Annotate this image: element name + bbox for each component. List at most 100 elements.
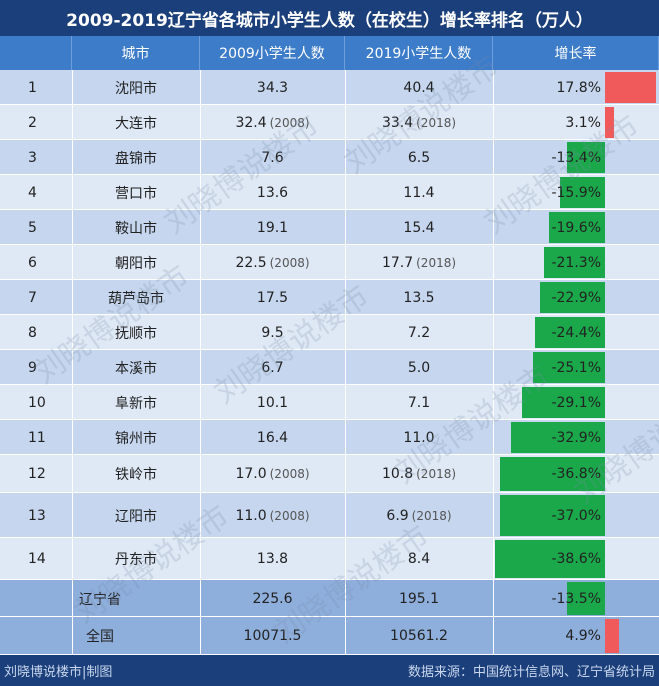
growth-bar: [539, 282, 605, 313]
value-cell: 195.1: [345, 580, 493, 617]
value-cell: 40.4: [345, 70, 493, 105]
column-line: [493, 70, 494, 655]
city: 朝阳市: [115, 255, 157, 272]
growth-bar: [544, 247, 605, 278]
value-cell: 32.4 (2008): [200, 105, 345, 140]
footer-bar: [0, 655, 659, 686]
value: 15.4: [403, 219, 435, 236]
city: 盘锦市: [115, 150, 157, 167]
value: 7.1: [407, 394, 431, 411]
growth-label: -21.3%: [551, 254, 601, 271]
header-cell: 2009小学生人数: [200, 36, 345, 70]
header-cell: 城市: [72, 36, 200, 70]
growth-bar: [500, 457, 605, 491]
value: 16.4: [256, 429, 289, 446]
growth-label: -19.6%: [551, 219, 601, 236]
value: 32.4: [235, 114, 267, 131]
growth-bar: [494, 540, 605, 578]
value-cell: 15.4: [345, 210, 493, 245]
value-cell: 11.0: [345, 420, 493, 455]
value: 13.8: [256, 551, 289, 567]
value: 17.0: [235, 466, 267, 482]
rank: 5: [28, 219, 37, 236]
growth-label: -32.9%: [551, 429, 601, 446]
city: 营口市: [115, 185, 157, 202]
growth-label: -24.4%: [551, 324, 601, 341]
table-row: [0, 617, 659, 655]
growth-label: 3.1%: [565, 114, 601, 131]
value-cell: 16.4: [200, 420, 345, 455]
year-note: (2008): [269, 508, 310, 523]
value-cell: 10.8 (2018): [345, 455, 493, 493]
value-cell: 9.5: [200, 315, 345, 350]
column-line: [72, 70, 73, 655]
column-line: [345, 70, 346, 655]
value-cell: 10561.2: [345, 617, 493, 655]
header-cell: 2019小学生人数: [345, 36, 493, 70]
value: 11.0: [235, 507, 267, 524]
value: 6.9: [386, 507, 409, 524]
rank: 9: [28, 359, 37, 376]
growth-bar: [549, 212, 605, 243]
rank: 7: [28, 289, 37, 306]
value: 10.1: [256, 394, 289, 411]
rank: 1: [28, 79, 37, 96]
value: 17.5: [256, 289, 289, 306]
city: 锦州市: [115, 430, 157, 447]
value-cell: 5.0: [345, 350, 493, 385]
value: 195.1: [398, 590, 440, 607]
value-cell: 11.0 (2008): [200, 493, 345, 538]
row-label: 辽宁省: [79, 591, 121, 608]
growth-bar: [511, 422, 605, 453]
value: 11.0: [403, 429, 435, 446]
rank: 4: [28, 184, 37, 201]
value-cell: 6.9 (2018): [345, 493, 493, 538]
value-cell: 13.8: [200, 538, 345, 580]
value: 13.5: [403, 289, 435, 306]
growth-bar: [566, 142, 605, 173]
city: 阜新市: [115, 395, 157, 412]
value: 13.6: [256, 184, 289, 201]
table-row: [0, 70, 659, 105]
value: 10.8: [381, 466, 414, 482]
title: 2009-2019辽宁省各城市小学生人数（在校生）增长率排名（万人）: [0, 0, 659, 36]
city: 大连市: [115, 115, 157, 132]
city: 辽阳市: [115, 508, 157, 525]
value-cell: 7.1: [345, 385, 493, 420]
rank: 2: [28, 114, 37, 131]
value-cell: 7.6: [200, 140, 345, 175]
city: 抚顺市: [115, 325, 157, 342]
growth-label: -36.8%: [551, 466, 601, 482]
year-note: (2008): [269, 467, 310, 481]
value: 10561.2: [390, 628, 448, 644]
rank: 6: [28, 254, 37, 271]
footer-left: 刘晓博说楼市|制图: [4, 665, 113, 680]
value: 225.6: [252, 590, 293, 607]
value-cell: 17.7 (2018): [345, 245, 493, 280]
city: 沈阳市: [115, 80, 157, 97]
rank: 8: [28, 324, 37, 341]
header-row: [0, 36, 659, 70]
growth-bar: [566, 582, 605, 615]
value: 19.1: [256, 219, 289, 236]
value: 17.7: [381, 254, 414, 271]
growth-label: -37.0%: [551, 507, 601, 524]
table-row: [0, 580, 659, 617]
growth-bar: [605, 107, 614, 138]
value-cell: 17.5: [200, 280, 345, 315]
value: 11.4: [403, 184, 435, 201]
value: 8.4: [407, 551, 431, 567]
growth-bar: [605, 619, 619, 653]
growth-label: -13.4%: [551, 149, 601, 166]
year-note: (2008): [269, 255, 310, 270]
value-cell: 10071.5: [200, 617, 345, 655]
value-cell: 22.5 (2008): [200, 245, 345, 280]
value: 5.0: [407, 359, 431, 376]
header-cell: 增长率: [493, 36, 659, 70]
value-cell: 10.1: [200, 385, 345, 420]
growth-label: 4.9%: [565, 628, 601, 644]
value: 34.3: [256, 79, 289, 96]
growth-bar: [535, 317, 605, 348]
city: 丹东市: [115, 552, 157, 568]
